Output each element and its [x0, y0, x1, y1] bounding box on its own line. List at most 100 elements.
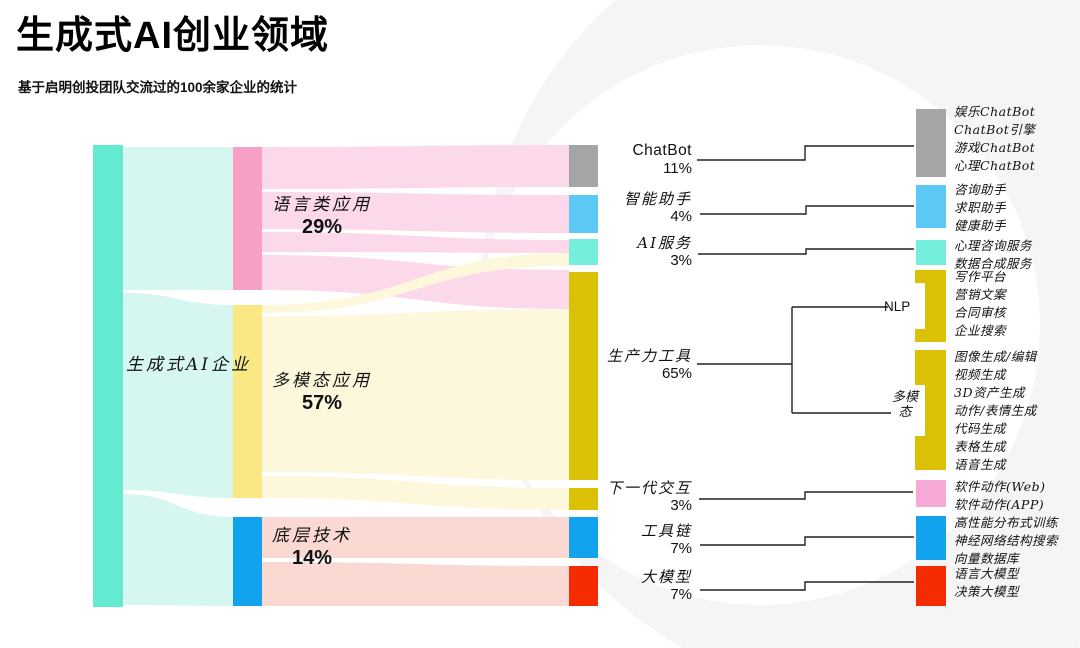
far-block-fb-nlp: [915, 270, 946, 342]
far-block-fb-nextgen: [916, 480, 946, 507]
node-label-chatbot: ChatBot 11%: [552, 142, 692, 177]
node-label-root: 生成式AI企业: [126, 355, 251, 375]
far-block-fb-toolchain: [916, 516, 946, 560]
node-label-pct: 4%: [670, 208, 692, 226]
branch-label-multimodal: 多模态: [891, 390, 918, 420]
connector-assistant: [700, 205, 914, 215]
sub-item-label: 求职助手: [954, 200, 1007, 215]
node-label-assistant: 智能助手 4%: [552, 190, 692, 226]
decor-inner-circle: [480, 45, 1040, 605]
node-label-text: 工具链: [640, 522, 692, 540]
node-label-pct: 7%: [670, 540, 692, 558]
sankey-node-lang: [233, 147, 262, 290]
far-block-fb-aiservice: [916, 240, 946, 265]
sub-item-label: 游戏ChatBot: [954, 140, 1036, 155]
node-label-pct: 29%: [301, 215, 343, 238]
node-label-productivity: 生产力工具 65%: [552, 347, 692, 383]
flow-link-infra: [262, 562, 569, 606]
node-label-toolchain: 工具链 7%: [552, 522, 692, 558]
node-label-aiservice: AI服务 3%: [552, 234, 692, 270]
sub-item-label: 营销文案: [954, 287, 1007, 302]
sub-items-fb-aiservice: 心理咨询服务 数据合成服务: [954, 237, 1032, 273]
sub-item-label: 数据合成服务: [954, 256, 1033, 271]
sankey-node-toolchain: [569, 517, 598, 558]
sub-items-fb-multimodal: 图像生成/编辑 视频生成 3D资产生成 动作/表情生成 代码生成表格生成语音生成: [954, 348, 1037, 474]
sub-item-label: 神经网络结构搜索: [954, 533, 1059, 548]
sub-item-label: 图像生成/编辑: [954, 349, 1037, 364]
sankey-node-nextgen: [569, 488, 598, 510]
sub-item-label: 合同审核: [954, 305, 1007, 320]
sub-item-label: 高性能分布式训练: [954, 515, 1059, 530]
sub-item-label: 语言大模型: [954, 566, 1020, 581]
sub-item-label: 视频生成: [954, 367, 1007, 382]
sub-item-label: 语音生成: [954, 457, 1007, 472]
sub-item-label: 心理ChatBot: [954, 158, 1036, 173]
sub-items-fb-nextgen: 软件动作(Web) 软件动作(APP): [954, 478, 1045, 514]
flow-link-multi: [262, 253, 569, 313]
flow-link-lang: [262, 145, 569, 189]
connector-toolchain: [700, 536, 914, 546]
flow-link-lang: [262, 192, 569, 233]
node-label-lang: 语言类应用 29%: [262, 195, 382, 239]
sub-item-label: 写作平台: [954, 269, 1007, 284]
flow-link-root: [123, 147, 233, 290]
sub-item-label: 心理咨询服务: [954, 238, 1033, 253]
sub-item-label: 软件动作(APP): [954, 497, 1045, 512]
node-label-text: 多模态应用: [272, 371, 372, 391]
page-subtitle: 基于启明创投团队交流过的100余家企业的统计: [18, 80, 298, 95]
sub-item-label: 表格生成: [954, 439, 1007, 454]
sub-item-label: 娱乐ChatBot: [954, 104, 1036, 119]
node-label-pct: 57%: [301, 391, 343, 414]
connector-chatbot: [697, 145, 914, 161]
sankey-node-infra: [233, 517, 262, 606]
node-label-text: 大模型: [640, 568, 692, 586]
sub-items-fb-toolchain: 高性能分布式训练 神经网络结构搜索 向量数据库: [954, 514, 1058, 568]
sankey-node-productivity: [569, 272, 598, 480]
node-label-text: 语言类应用: [272, 195, 372, 215]
connector-productivity: [697, 306, 891, 414]
sub-items-fb-assistant: 咨询助手求职助手健康助手: [954, 181, 1006, 235]
node-label-pct: 11%: [663, 159, 692, 177]
node-label-pct: 14%: [291, 546, 333, 569]
far-block-fb-multimodal: [915, 350, 946, 470]
far-block-fb-assistant: [916, 185, 946, 228]
sankey-node-multi: [233, 305, 262, 498]
sankey-node-root: [93, 145, 123, 607]
sub-item-label: 动作/表情生成: [954, 403, 1037, 418]
sub-item-label: 咨询助手: [954, 182, 1007, 197]
branch-label-nlp: NLP: [884, 299, 911, 314]
node-label-text: 生产力工具: [606, 347, 692, 365]
node-label-pct: 65%: [661, 365, 692, 383]
sankey-node-assistant: [569, 195, 598, 233]
sub-items-fb-chatbot: 娱乐ChatBot ChatBot引擎 游戏ChatBot 心理ChatBot: [954, 103, 1035, 175]
sub-items-fb-llm: 语言大模型决策大模型: [954, 565, 1019, 601]
node-label-nextgen: 下一代交互 3%: [552, 479, 692, 515]
node-label-text: ChatBot: [632, 142, 692, 159]
far-block-fb-llm: [916, 566, 946, 606]
sub-item-label: 软件动作(Web): [954, 479, 1046, 494]
far-block-fb-chatbot: [916, 109, 946, 177]
sub-item-label: 企业搜索: [954, 323, 1007, 338]
sub-item-label: 代码生成: [954, 421, 1007, 436]
node-label-text: 智能助手: [623, 190, 692, 208]
sankey-node-chatbot: [569, 145, 598, 187]
node-label-text: 底层技术: [272, 526, 352, 546]
node-label-text: 下一代交互: [606, 479, 692, 497]
connector-aiservice: [698, 248, 914, 255]
node-label-pct: 7%: [670, 586, 692, 604]
flow-link-infra: [262, 517, 569, 558]
flow-link-lang: [262, 232, 569, 253]
sub-item-label: 3D资产生成: [954, 385, 1025, 400]
sankey-node-llm: [569, 566, 598, 606]
sub-item-label: 决策大模型: [954, 584, 1020, 599]
node-label-pct: 3%: [670, 252, 692, 270]
node-label-infra: 底层技术 14%: [260, 526, 364, 570]
page-title: 生成式AI创业领域: [16, 15, 330, 57]
flow-link-root: [123, 293, 233, 498]
node-label-multi: 多模态应用 57%: [262, 371, 382, 415]
node-label-pct: 3%: [670, 497, 692, 515]
sub-item-label: 健康助手: [954, 218, 1007, 233]
